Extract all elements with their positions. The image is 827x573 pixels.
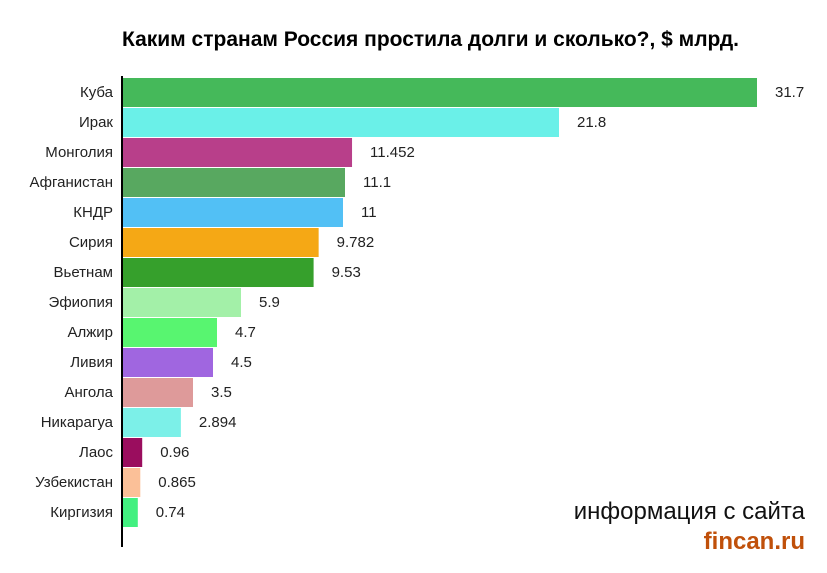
bar [123, 498, 138, 527]
category-label: Вьетнам [54, 264, 113, 281]
value-label: 11 [361, 204, 377, 221]
value-label: 31.7 [775, 84, 804, 101]
value-label: 2.894 [199, 414, 237, 431]
bar [123, 228, 319, 257]
bar [123, 348, 213, 377]
category-label: Ангола [64, 384, 113, 401]
bar [123, 258, 314, 287]
category-label: Монголия [45, 144, 113, 161]
bar [123, 138, 353, 167]
value-label: 11.1 [363, 174, 391, 191]
category-label: Куба [80, 84, 114, 101]
category-label: Киргизия [50, 504, 113, 521]
value-label: 21.8 [577, 114, 606, 131]
category-label: Афганистан [30, 174, 114, 191]
category-label: КНДР [73, 204, 113, 221]
value-label: 4.5 [231, 354, 252, 371]
category-label: Лаос [79, 444, 114, 461]
category-label: Ирак [79, 114, 113, 131]
value-label: 11.452 [370, 144, 415, 161]
source-caption: информация с сайта [573, 498, 805, 525]
bar [123, 168, 345, 197]
value-label: 4.7 [235, 324, 256, 341]
bar [123, 438, 143, 467]
bar [123, 408, 181, 437]
bar [123, 468, 141, 497]
value-label: 3.5 [211, 384, 232, 401]
category-label: Никарагуа [41, 414, 114, 431]
value-label: 9.782 [337, 234, 375, 251]
value-label: 0.96 [160, 444, 189, 461]
bar [123, 318, 217, 347]
value-label: 5.9 [259, 294, 280, 311]
category-label: Сирия [69, 234, 113, 251]
bar [123, 78, 757, 107]
category-label: Узбекистан [35, 474, 113, 491]
category-label: Эфиопия [49, 294, 113, 311]
bar [123, 108, 559, 137]
value-label: 0.865 [158, 474, 196, 491]
category-label: Алжир [67, 324, 113, 341]
value-label: 9.53 [332, 264, 361, 281]
value-label: 0.74 [156, 504, 185, 521]
chart-title: Каким странам Россия простила долги и ск… [122, 28, 740, 51]
source-site: fincan.ru [703, 528, 805, 555]
category-label: Ливия [70, 354, 113, 371]
bar [123, 288, 241, 317]
bar [123, 378, 193, 407]
bar [123, 198, 343, 227]
